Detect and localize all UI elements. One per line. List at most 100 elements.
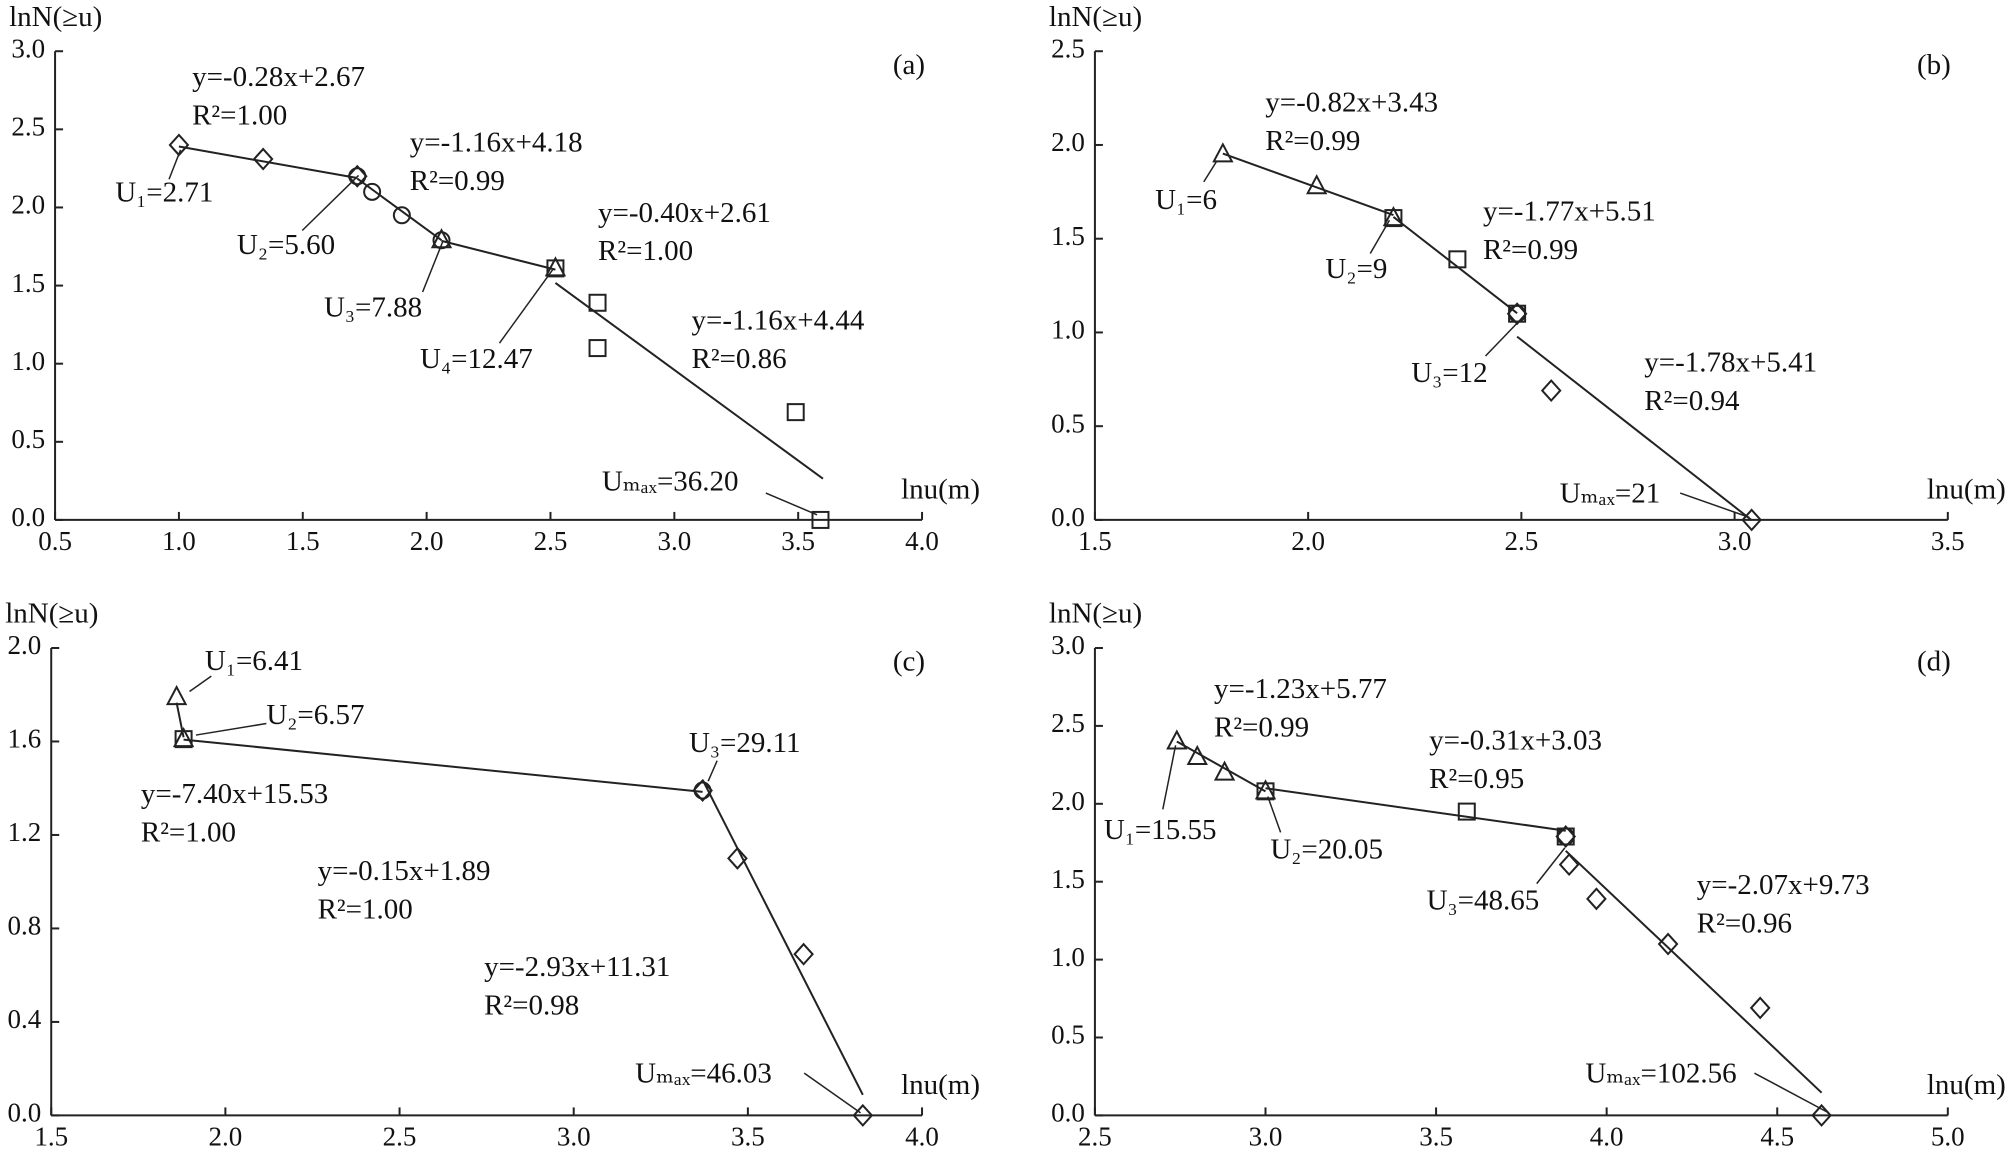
annotation: U₃=29.11	[689, 727, 801, 759]
x-tick-label: 3.0	[657, 526, 691, 556]
point	[692, 779, 713, 803]
fit-line	[1265, 787, 1566, 832]
y-tick-label: 1.0	[1051, 942, 1085, 972]
y-tick-label: 1.2	[7, 817, 41, 847]
y-tick-label: 1.0	[1051, 315, 1085, 345]
leader-line	[803, 1072, 862, 1114]
point	[1306, 174, 1328, 195]
x-tick-label: 2.0	[410, 526, 444, 556]
leader-line	[765, 492, 818, 516]
panel-label: (a)	[893, 49, 925, 81]
fit-r-squared: R²=0.94	[1644, 385, 1740, 417]
y-tick-label: 0.8	[7, 911, 41, 941]
x-tick-label: 2.5	[383, 1122, 417, 1152]
y-tick-label: 2.0	[1051, 786, 1085, 816]
point	[346, 164, 368, 188]
fit-equation: y=-2.07x+9.73	[1697, 869, 1870, 901]
x-tick-label: 3.0	[1718, 526, 1752, 556]
point	[852, 1103, 874, 1127]
leader-line	[189, 675, 212, 693]
leader-line	[1484, 322, 1519, 357]
y-tick-label: 0.0	[1051, 1098, 1085, 1128]
y-tick-label: 0.4	[7, 1004, 41, 1034]
y-tick-label: 3.0	[11, 33, 45, 63]
fit-r-squared: R²=0.99	[1214, 712, 1309, 744]
point	[1555, 825, 1577, 849]
point	[1540, 379, 1562, 403]
point	[588, 339, 607, 358]
leader-line	[1536, 847, 1566, 885]
fit-line	[701, 779, 864, 1096]
y-tick-label: 2.5	[1051, 33, 1085, 63]
leader-line	[707, 760, 718, 782]
point	[252, 147, 274, 171]
fit-equation: y=-1.78x+5.41	[1644, 347, 1817, 379]
annotation: Uₘₐₓ=36.20	[602, 466, 739, 498]
y-tick-label: 1.0	[11, 346, 45, 376]
panel-label: (c)	[893, 646, 925, 678]
fit-line	[1176, 740, 1266, 793]
y-axis-label: lnN(≥u)	[9, 1, 102, 33]
leader-line	[1754, 1072, 1830, 1114]
point	[1586, 887, 1607, 911]
annotation: U₂=5.60	[237, 229, 335, 261]
fit-equation: y=-1.16x+4.18	[410, 126, 583, 158]
point	[348, 167, 367, 186]
leader-line	[1203, 160, 1218, 183]
leader-line	[168, 149, 182, 180]
fit-equation: y=-7.40x+15.53	[141, 778, 328, 810]
fit-equation: y=-0.82x+3.43	[1265, 87, 1438, 119]
y-tick-label: 1.6	[7, 724, 41, 754]
y-tick-label: 0.5	[1051, 1020, 1085, 1050]
point	[1256, 782, 1275, 801]
x-tick-label: 0.5	[38, 526, 72, 556]
point	[1457, 802, 1476, 821]
annotation: U₂=9	[1325, 253, 1387, 285]
point	[168, 133, 190, 157]
point	[811, 510, 830, 529]
x-tick-label: 1.5	[286, 526, 320, 556]
fit-equation: y=-2.93x+11.31	[484, 951, 670, 983]
y-tick-label: 1.5	[1051, 864, 1085, 894]
x-tick-label: 2.5	[1504, 526, 1538, 556]
y-tick-label: 2.5	[11, 112, 45, 142]
point	[363, 182, 382, 201]
point	[1556, 827, 1575, 846]
point	[1186, 744, 1208, 766]
point	[1166, 729, 1188, 750]
annotation: U₁=2.71	[115, 176, 213, 208]
x-tick-label: 5.0	[1931, 1122, 1965, 1152]
fit-r-squared: R²=0.98	[484, 989, 579, 1021]
fit-line	[183, 738, 703, 793]
x-tick-label: 4.0	[905, 526, 939, 556]
leader-line	[1162, 745, 1177, 810]
fit-line	[1516, 335, 1753, 521]
fit-line	[1222, 152, 1394, 217]
x-axis-label: lnu(m)	[901, 474, 980, 506]
leader-line	[195, 722, 267, 736]
point	[786, 403, 805, 422]
fit-r-squared: R²=0.99	[1483, 234, 1578, 266]
annotation: Uₘₐₓ=21	[1560, 477, 1660, 509]
x-tick-label: 3.5	[1419, 1122, 1453, 1152]
x-axis-label: lnu(m)	[901, 1069, 980, 1101]
y-tick-label: 2.0	[7, 630, 41, 660]
x-tick-label: 1.0	[162, 526, 196, 556]
fit-r-squared: R²=1.00	[598, 235, 693, 267]
y-tick-label: 0.0	[11, 502, 45, 532]
y-axis-label: lnN(≥u)	[1049, 1, 1142, 33]
y-tick-label: 2.0	[1051, 127, 1085, 157]
fit-r-squared: R²=0.96	[1697, 908, 1792, 940]
point	[727, 846, 748, 870]
x-tick-label: 4.0	[905, 1122, 939, 1152]
point	[165, 684, 188, 706]
point	[430, 228, 453, 249]
annotation: U₁=15.55	[1104, 814, 1217, 846]
annotation: U₄=12.47	[420, 343, 533, 375]
x-tick-label: 3.5	[1931, 526, 1965, 556]
annotation: U₃=7.88	[324, 292, 422, 324]
y-axis-label: lnN(≥u)	[1049, 598, 1142, 630]
fit-r-squared: R²=0.99	[1265, 125, 1360, 157]
fit-equation: y=-1.23x+5.77	[1214, 673, 1387, 705]
